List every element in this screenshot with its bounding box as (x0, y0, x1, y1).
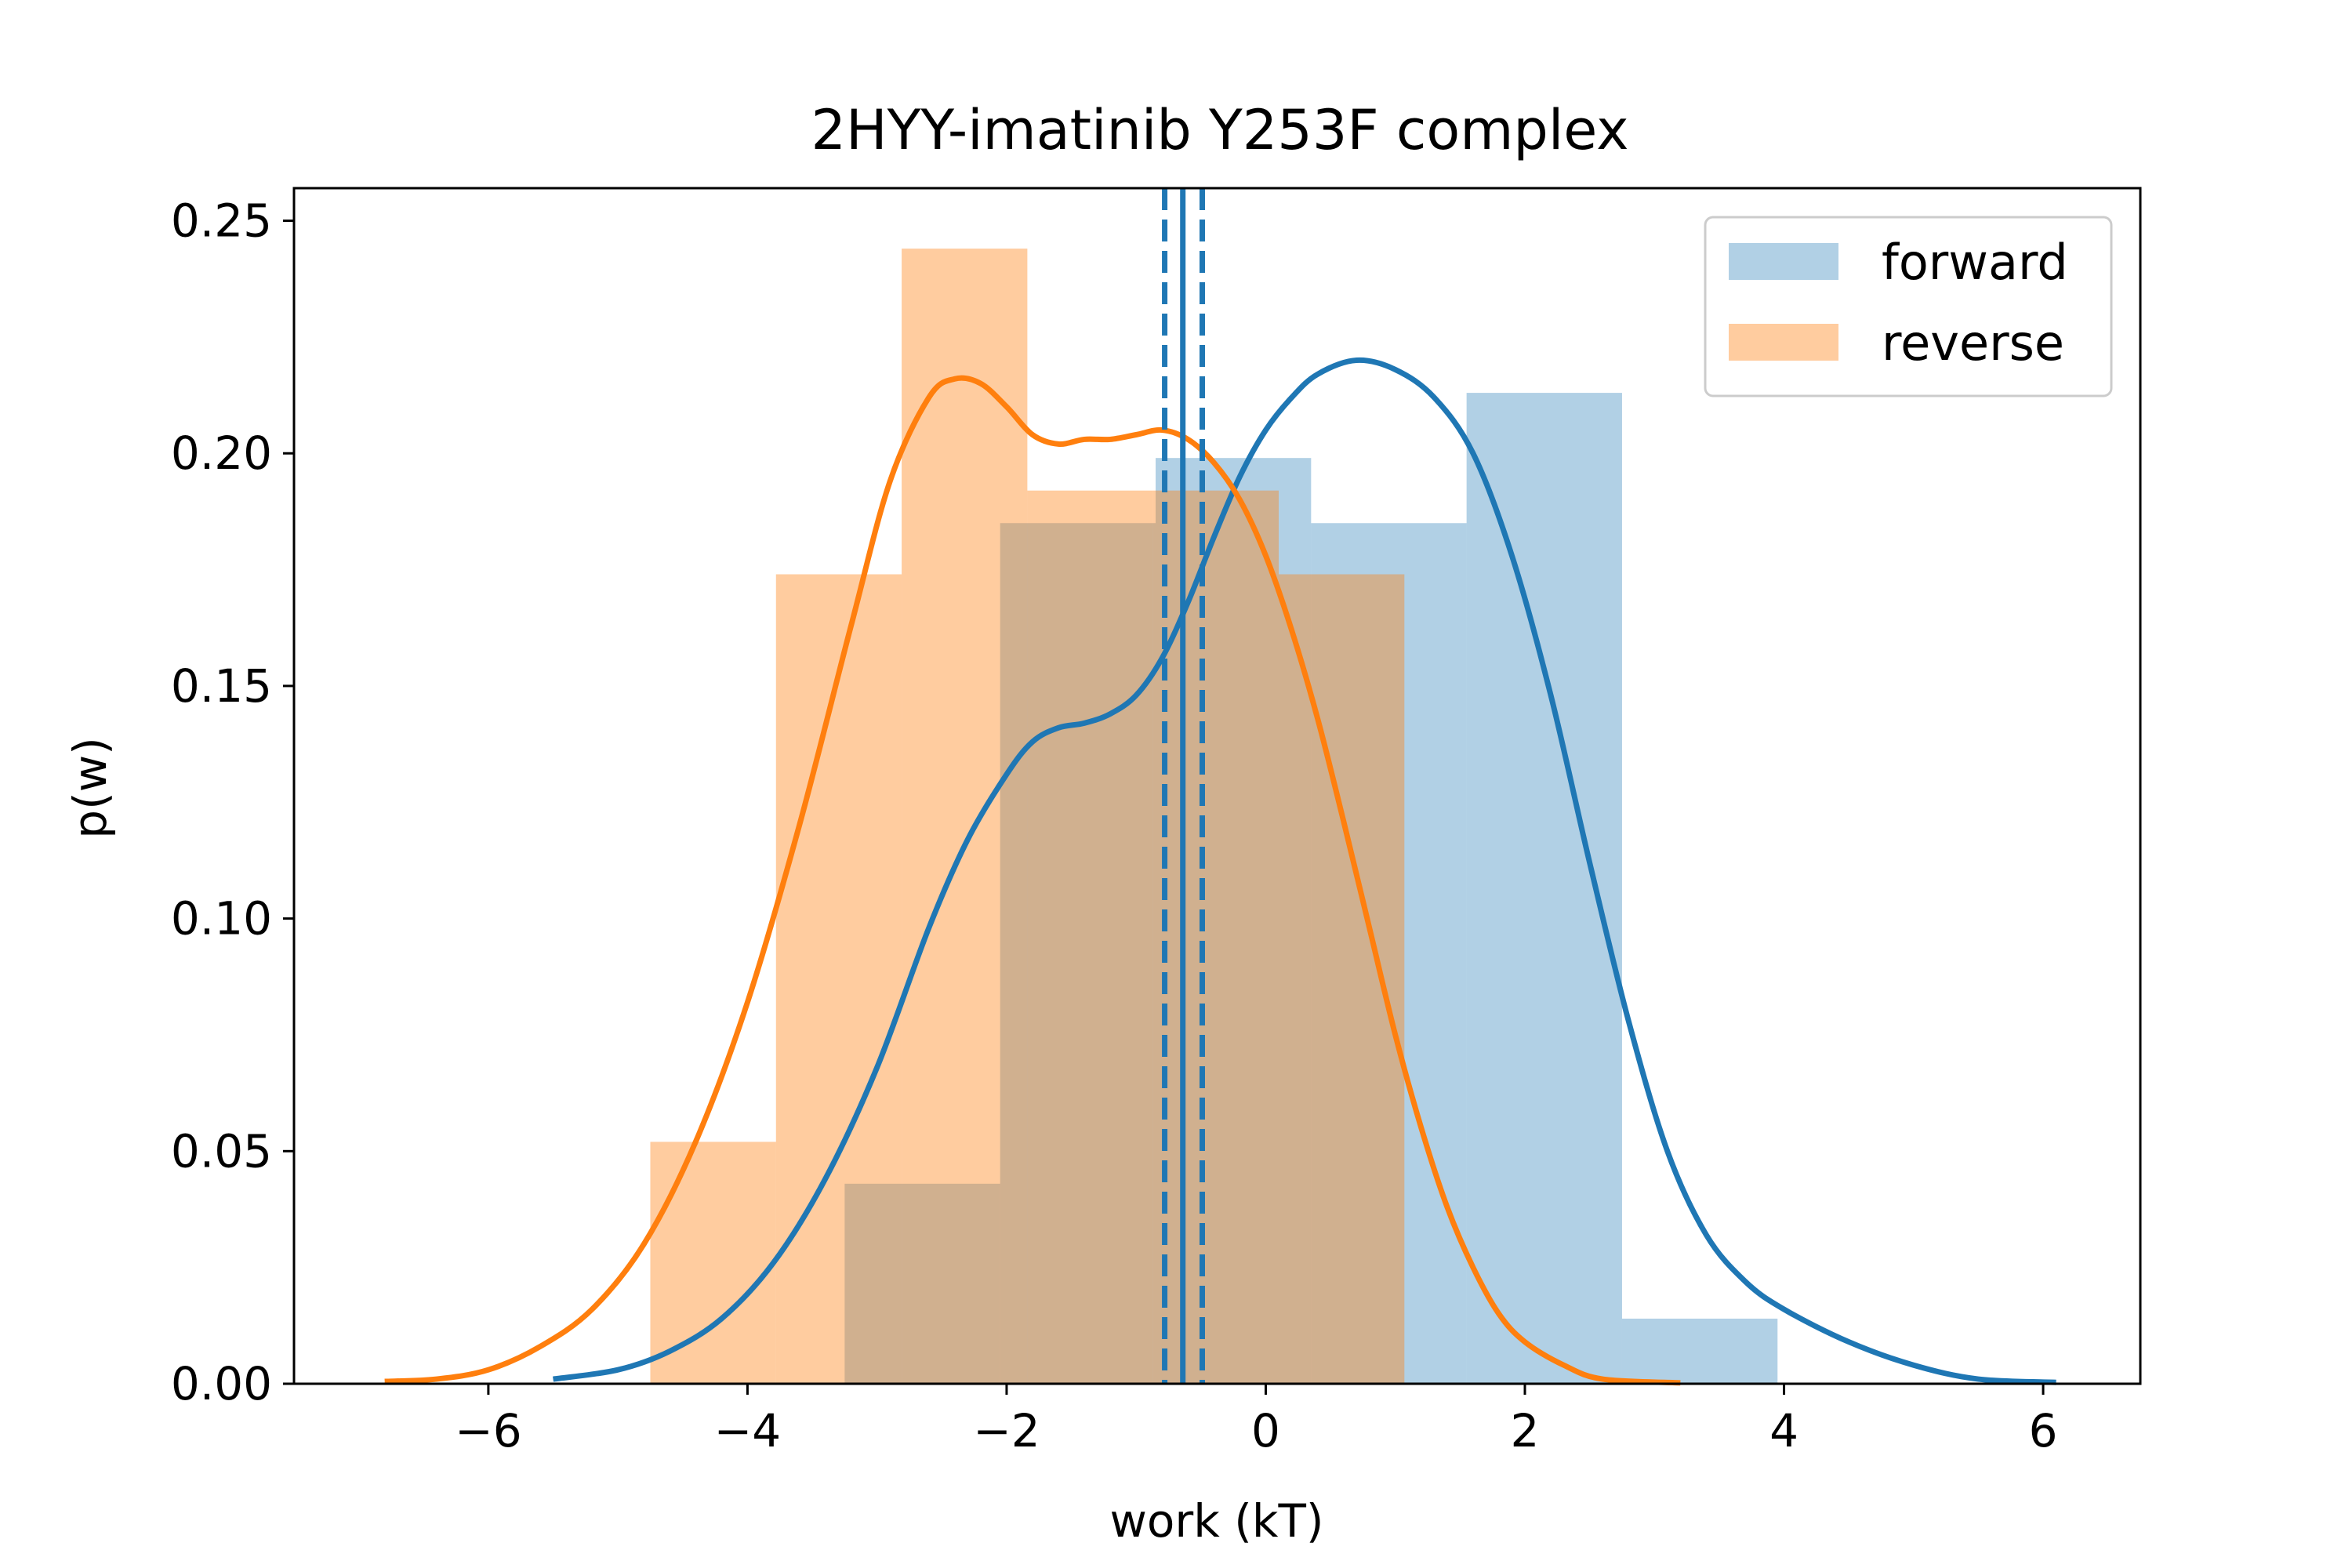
plot-area (384, 188, 2056, 1386)
x-tick-label: 6 (2029, 1404, 2058, 1457)
y-tick-label: 0.00 (171, 1357, 272, 1410)
kde-curve-forward (553, 357, 2056, 1385)
legend-swatch-forward (1729, 243, 1838, 280)
hist-bar-reverse-3 (1027, 490, 1153, 1384)
legend-frame (1704, 216, 2113, 397)
hist-bar-reverse-5 (1279, 574, 1405, 1384)
chart-title: 2HYY-imatinib Y253F complex (811, 98, 1628, 162)
hist-bar-forward-5 (1621, 1318, 1778, 1384)
legend-swatch-reverse (1729, 324, 1838, 361)
x-tick-label: 4 (1769, 1404, 1798, 1457)
x-tick-label: −6 (455, 1404, 522, 1457)
legend: forward reverse (1704, 216, 2113, 397)
hist-bar-reverse-1 (775, 574, 902, 1384)
kde-curve-reverse (384, 375, 1681, 1386)
hist-bar-forward-3 (1311, 523, 1467, 1385)
legend-label-forward: forward (1882, 234, 2068, 291)
x-tick-label: 0 (1251, 1404, 1280, 1457)
hist-bar-reverse-0 (650, 1142, 776, 1384)
x-tick-label: −2 (973, 1404, 1040, 1457)
y-tick-label: 0.25 (171, 194, 272, 248)
x-tick-label: 2 (1511, 1404, 1540, 1457)
y-tick-label: 0.10 (171, 892, 272, 946)
y-axis-label: p(w) (64, 737, 117, 839)
hist-bar-forward-4 (1466, 393, 1622, 1385)
hist-bar-forward-0 (844, 1183, 1000, 1384)
y-tick-label: 0.15 (171, 659, 272, 713)
y-tick-label: 0.05 (171, 1124, 272, 1178)
y-tick-label: 0.20 (171, 426, 272, 480)
x-axis-label: work (kT) (1109, 1494, 1323, 1548)
hist-bar-reverse-4 (1152, 490, 1279, 1384)
hist-bar-reverse-2 (902, 249, 1028, 1384)
legend-label-reverse: reverse (1882, 314, 2064, 372)
axis-ticks: −6 −4 −2 0 2 4 6 0.00 0.05 0.10 0.15 0.20 0.25 (171, 194, 2058, 1457)
hist-bar-forward-1 (1000, 523, 1156, 1385)
axes-frame (292, 187, 2142, 1385)
x-tick-label: −4 (714, 1404, 782, 1457)
